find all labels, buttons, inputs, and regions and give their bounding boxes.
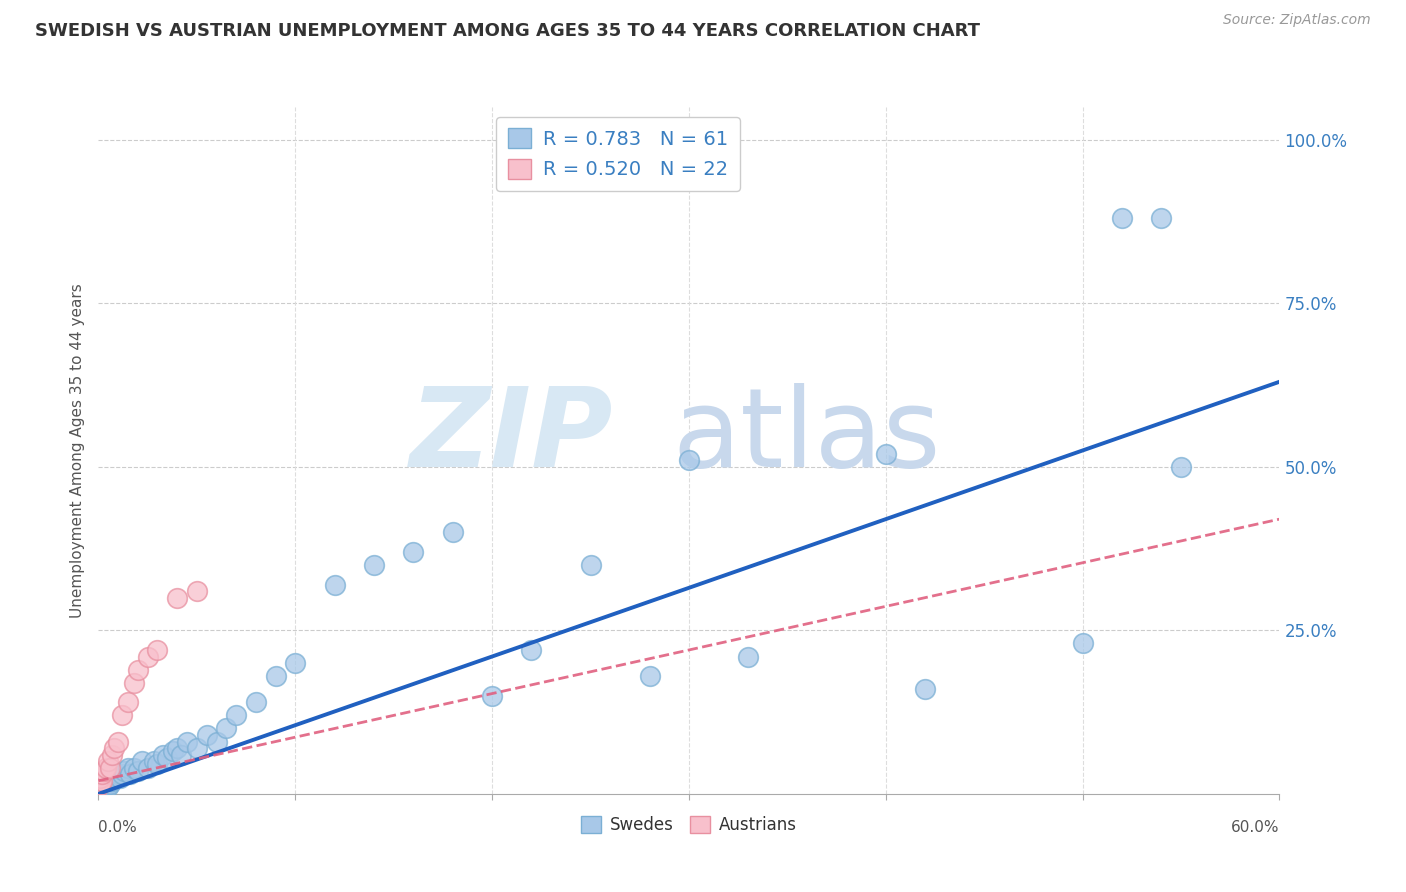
Point [118,767,141,781]
Text: Source: ZipAtlas.com: Source: ZipAtlas.com [1223,13,1371,28]
Point [98,761,121,775]
Point [195,728,218,742]
Point [678,453,700,467]
Point [225,708,247,723]
Point [96,777,118,791]
Point [93,777,115,791]
Point [87,767,110,781]
Point [91,773,114,788]
Point [89,780,111,795]
Point [176,734,198,748]
Point [93,780,115,795]
Point [131,754,153,768]
Point [89,783,111,797]
Point [186,741,208,756]
Point [481,689,503,703]
Point [111,767,134,781]
Point [96,761,118,775]
Point [91,773,114,788]
Text: ZIP: ZIP [411,384,613,491]
Point [402,545,425,559]
Point [245,695,267,709]
Point [146,757,169,772]
Point [89,771,111,785]
Point [127,663,149,677]
Point [146,643,169,657]
Point [93,764,115,778]
Point [107,767,129,781]
Point [89,777,111,791]
Point [101,747,124,762]
Point [103,741,125,756]
Point [156,751,179,765]
Point [122,761,145,775]
Point [323,577,346,591]
Point [186,584,208,599]
Point [170,747,193,762]
Point [638,669,661,683]
Point [1111,211,1133,226]
Point [215,722,238,736]
Point [441,525,464,540]
Text: 60.0%: 60.0% [1232,820,1279,835]
Point [108,771,131,785]
Point [87,780,110,795]
Point [122,675,145,690]
Point [363,558,385,572]
Point [579,558,602,572]
Point [117,761,139,775]
Point [91,767,114,781]
Text: 0.0%: 0.0% [98,820,138,835]
Point [166,741,188,756]
Point [117,695,139,709]
Point [87,773,110,788]
Point [97,780,120,795]
Point [105,771,128,785]
Point [97,773,120,788]
Point [98,777,121,791]
Point [91,780,114,795]
Point [162,744,184,758]
Point [1071,636,1094,650]
Point [142,754,165,768]
Point [107,734,129,748]
Point [101,773,124,788]
Point [1150,211,1173,226]
Point [205,734,228,748]
Point [87,783,110,797]
Y-axis label: Unemployment Among Ages 35 to 44 years: Unemployment Among Ages 35 to 44 years [69,283,84,618]
Text: atlas: atlas [673,384,941,491]
Point [166,591,188,605]
Point [97,754,120,768]
Point [127,764,149,778]
Point [103,771,125,785]
Point [96,773,118,788]
Point [737,649,759,664]
Point [284,656,307,670]
Legend: Swedes, Austrians: Swedes, Austrians [575,809,803,840]
Point [87,780,110,795]
Point [152,747,174,762]
Point [520,643,543,657]
Point [914,682,936,697]
Point [111,708,134,723]
Point [103,767,125,781]
Text: SWEDISH VS AUSTRIAN UNEMPLOYMENT AMONG AGES 35 TO 44 YEARS CORRELATION CHART: SWEDISH VS AUSTRIAN UNEMPLOYMENT AMONG A… [35,22,980,40]
Point [98,773,121,788]
Point [875,447,897,461]
Point [89,777,111,791]
Point [1170,459,1192,474]
Point [136,761,159,775]
Point [264,669,287,683]
Point [112,764,135,778]
Point [136,649,159,664]
